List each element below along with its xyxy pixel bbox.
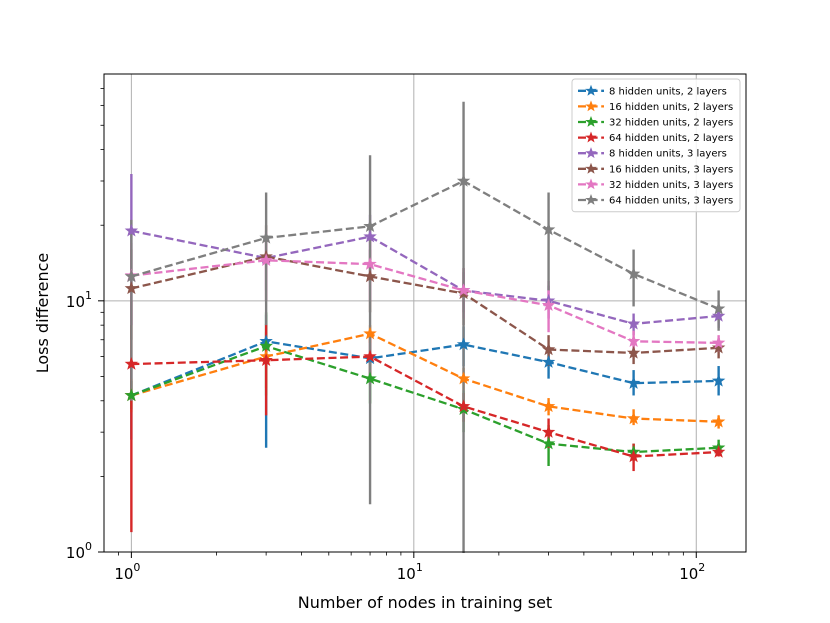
data-point-marker xyxy=(363,371,377,385)
data-point-marker xyxy=(711,373,726,387)
legend-marker xyxy=(585,131,597,143)
x-tick-label: 102 xyxy=(679,561,705,583)
legend-label: 16 hidden units, 2 layers xyxy=(609,102,733,113)
data-point-marker xyxy=(626,376,641,389)
legend-marker xyxy=(585,100,597,112)
data-point-marker xyxy=(711,308,726,322)
x-tick-label: 101 xyxy=(397,561,423,583)
data-point-marker xyxy=(124,357,139,370)
data-point-marker xyxy=(124,223,139,237)
data-point-marker xyxy=(541,399,556,413)
data-point-marker xyxy=(124,269,139,283)
x-tick-label: 100 xyxy=(114,561,140,583)
data-point-marker xyxy=(711,414,726,428)
data-point-marker xyxy=(363,349,377,363)
data-point-marker xyxy=(456,371,471,385)
data-point-marker xyxy=(626,334,641,348)
data-point-marker xyxy=(363,269,377,283)
data-point-marker xyxy=(259,353,273,366)
data-point-marker xyxy=(456,283,471,297)
data-point-marker xyxy=(363,219,377,233)
data-point-marker xyxy=(363,229,377,243)
series-line xyxy=(131,332,719,423)
legend-marker xyxy=(585,162,597,174)
legend-box xyxy=(571,78,741,213)
series-lines xyxy=(124,173,726,463)
data-point-marker xyxy=(456,173,471,187)
legend-label: 64 hidden units, 2 layers xyxy=(609,133,733,144)
data-point-marker xyxy=(626,345,641,359)
legend-label: 16 hidden units, 3 layers xyxy=(609,164,733,175)
data-point-marker xyxy=(456,399,471,413)
data-point-marker xyxy=(541,342,556,356)
data-point-marker xyxy=(711,301,726,315)
legend-marker xyxy=(585,178,597,190)
data-point-marker xyxy=(363,257,377,270)
legend-marker xyxy=(585,193,597,205)
x-axis-label: Number of nodes in training set xyxy=(298,593,552,612)
plot-frame xyxy=(103,73,747,553)
data-point-marker xyxy=(259,339,273,352)
data-point-marker xyxy=(626,266,641,280)
data-point-marker xyxy=(259,253,273,267)
legend-label: 32 hidden units, 2 layers xyxy=(609,118,733,129)
legend: 8 hidden units, 2 layers 16 hidden units,… xyxy=(571,78,741,213)
legend-marker xyxy=(585,147,597,159)
data-point-marker xyxy=(626,449,641,463)
y-axis-label: Loss difference xyxy=(33,253,52,374)
legend-label: 64 hidden units, 3 layers xyxy=(609,196,733,207)
data-point-marker xyxy=(124,281,139,295)
legend-label: 32 hidden units, 3 layers xyxy=(609,180,733,191)
data-point-marker xyxy=(456,337,471,351)
data-point-marker xyxy=(363,326,377,340)
data-point-marker xyxy=(541,222,556,236)
legend-label: 8 hidden units, 3 layers xyxy=(609,149,727,160)
data-point-marker xyxy=(541,436,556,450)
data-point-marker xyxy=(541,298,556,311)
series-line xyxy=(131,355,719,458)
data-point-marker xyxy=(711,340,726,354)
y-tick-label: 101 xyxy=(66,289,92,311)
legend-marker xyxy=(585,84,597,96)
data-point-marker xyxy=(541,425,556,438)
data-point-marker xyxy=(626,316,641,330)
y-tick-label: 100 xyxy=(66,540,92,562)
legend-marker xyxy=(585,115,597,127)
data-point-marker xyxy=(541,355,556,368)
data-point-marker xyxy=(124,388,139,402)
data-point-marker xyxy=(626,411,641,425)
legend-label: 8 hidden units, 2 layers xyxy=(609,86,727,97)
data-point-marker xyxy=(711,444,726,458)
data-point-marker xyxy=(259,230,273,244)
axis-ticks: 100 101 102 100 101 xyxy=(66,88,705,583)
data-point-marker xyxy=(711,335,726,349)
